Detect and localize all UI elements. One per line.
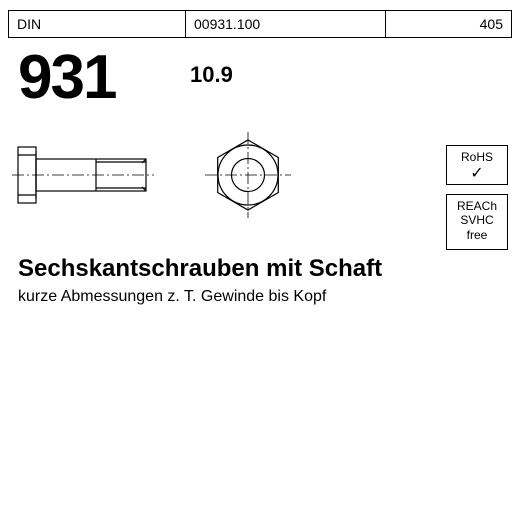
reach-line2: SVHC [449, 213, 505, 227]
bolt-hex-view [205, 132, 291, 218]
header-standard: DIN [8, 11, 186, 37]
reach-line3: free [449, 228, 505, 242]
rohs-label: RoHS [449, 150, 505, 164]
rohs-check-icon: ✓ [449, 164, 505, 183]
bolt-diagram [8, 125, 512, 235]
bolt-side-view [12, 147, 154, 203]
product-title: Sechskantschrauben mit Schaft [18, 255, 382, 283]
reach-line1: REACh [449, 199, 505, 213]
product-subtitle: kurze Abmessungen z. T. Gewinde bis Kopf [18, 288, 326, 306]
rohs-badge: RoHS ✓ [446, 145, 508, 185]
header-row: DIN 00931.100 405 [8, 10, 512, 38]
header-ref: 405 [386, 11, 512, 37]
product-number: 931 [18, 42, 520, 113]
product-grade: 10.9 [190, 62, 233, 88]
header-code: 00931.100 [186, 11, 386, 37]
reach-badge: REACh SVHC free [446, 194, 508, 250]
